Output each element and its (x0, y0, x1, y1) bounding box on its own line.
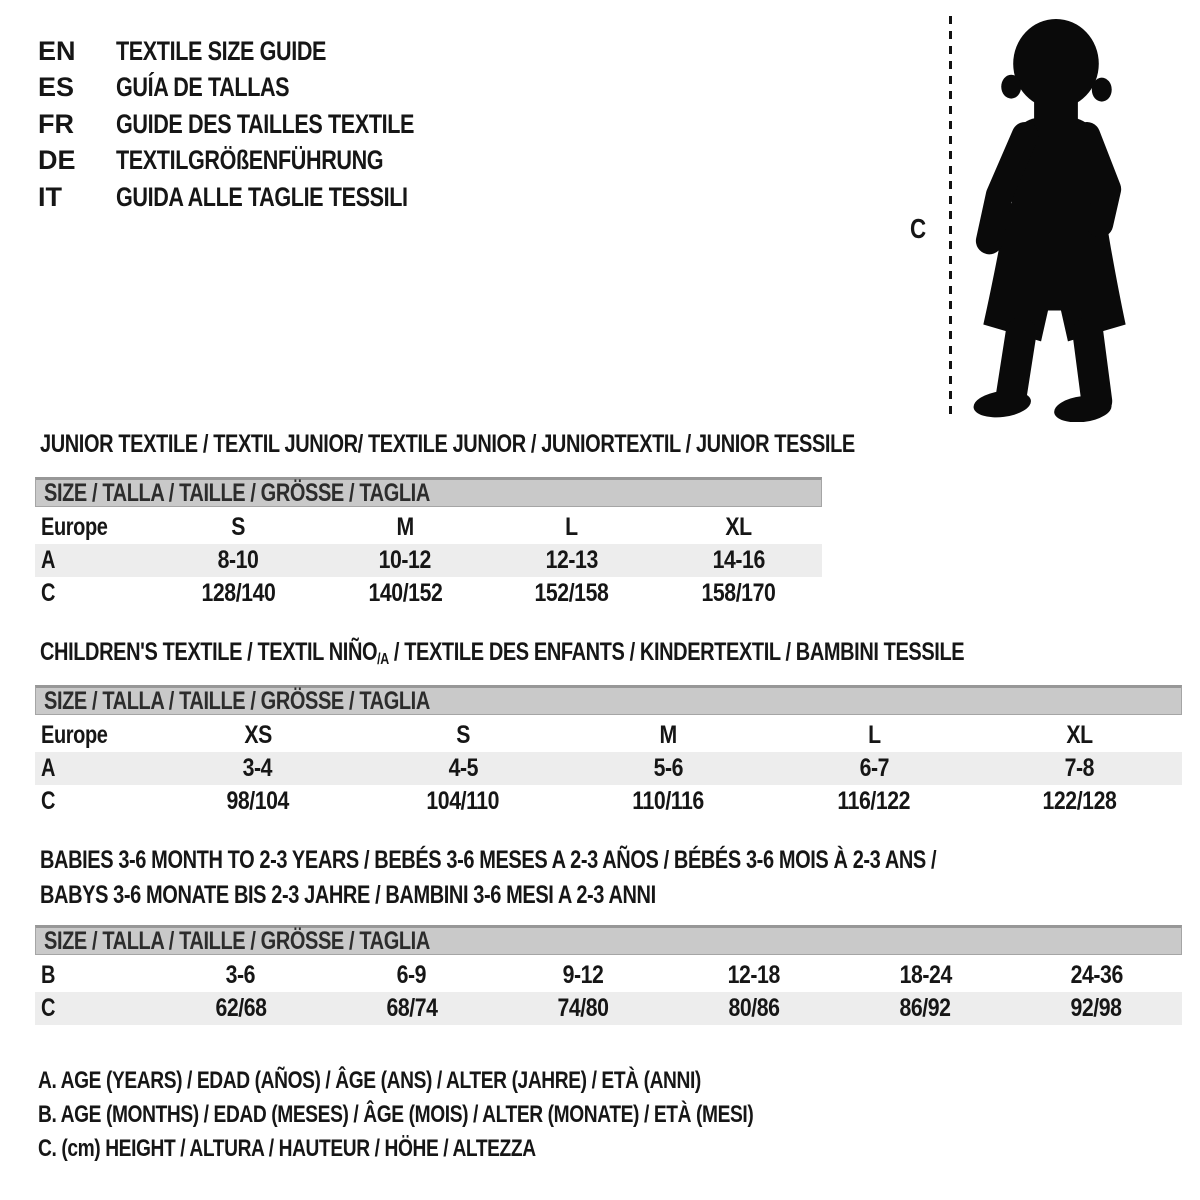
children-section-title: CHILDREN'S TEXTILE / TEXTIL NIÑO/A / TEX… (40, 638, 965, 668)
junior-size-table: SIZE / TALLA / TAILLE / GRÖSSE / TAGLIA … (35, 477, 822, 610)
table-cell: M (396, 513, 414, 541)
row-label: C (41, 994, 56, 1022)
table-cell: XL (725, 513, 752, 541)
table-cell: 128/140 (201, 579, 276, 607)
table-cell: 7-8 (1064, 754, 1095, 782)
table-row-height: C 62/68 68/74 74/80 80/86 86/92 92/98 (35, 992, 1182, 1025)
table-cell: 18-24 (899, 961, 952, 989)
table-cell: 140/152 (368, 579, 443, 607)
height-measure-line (949, 16, 952, 414)
nino-a-subscript: /A (377, 650, 389, 668)
language-row-en: EN TEXTILE SIZE GUIDE (38, 33, 489, 70)
table-cell: L (565, 513, 579, 541)
table-cell: 122/128 (1042, 787, 1117, 815)
row-label: B (41, 961, 56, 989)
table-cell: 116/122 (837, 787, 911, 815)
language-title: TEXTILE SIZE GUIDE (116, 35, 327, 66)
table-cell: 92/98 (1070, 994, 1122, 1022)
row-label: C (41, 787, 56, 815)
size-header-bar: SIZE / TALLA / TAILLE / GRÖSSE / TAGLIA (35, 685, 1182, 715)
row-label: A (41, 546, 56, 574)
language-title-list: EN TEXTILE SIZE GUIDE ES GUÍA DE TALLAS … (38, 33, 489, 216)
table-row-age: A 3-4 4-5 5-6 6-7 7-8 (35, 752, 1182, 785)
table-cell: 12-13 (545, 546, 599, 574)
height-measure-label: C (910, 213, 926, 244)
table-row-height: C 128/140 140/152 152/158 158/170 (35, 577, 822, 610)
size-header-bar: SIZE / TALLA / TAILLE / GRÖSSE / TAGLIA (35, 925, 1182, 955)
toddler-silhouette-icon (973, 18, 1126, 422)
language-title: GUÍA DE TALLAS (116, 72, 290, 103)
babies-section-title-line1: BABIES 3-6 MONTH TO 2-3 YEARS / BEBÉS 3-… (40, 846, 937, 874)
language-code: IT (38, 181, 62, 212)
measure-legend: A. AGE (YEARS) / EDAD (AÑOS) / ÂGE (ANS)… (38, 1064, 932, 1166)
language-row-it: IT GUIDA ALLE TAGLIE TESSILI (38, 179, 489, 216)
row-label: A (41, 754, 56, 782)
table-cell: 6-9 (397, 961, 427, 989)
language-title: GUIDA ALLE TAGLIE TESSILI (116, 181, 408, 212)
language-row-de: DE TEXTILGRÖßENFÜHRUNG (38, 143, 489, 180)
table-cell: 9-12 (562, 961, 604, 989)
table-cell: M (659, 721, 678, 749)
language-code: DE (38, 145, 76, 176)
table-row-europe: Europe XS S M L XL (35, 719, 1182, 752)
table-cell: 24-36 (1070, 961, 1123, 989)
language-code: ES (38, 72, 75, 103)
table-cell: 6-7 (859, 754, 889, 782)
table-cell: 10-12 (378, 546, 432, 574)
table-cell: 3-6 (225, 961, 256, 989)
babies-section-title-line2: BABYS 3-6 MONATE BIS 2-3 JAHRE / BAMBINI… (40, 881, 656, 909)
language-title: GUIDE DES TAILLES TEXTILE (116, 108, 415, 139)
size-header-bar: SIZE / TALLA / TAILLE / GRÖSSE / TAGLIA (35, 477, 822, 507)
table-cell: XS (243, 721, 272, 749)
table-cell: 68/74 (386, 994, 438, 1022)
table-cell: 8-10 (217, 546, 259, 574)
table-cell: 4-5 (448, 754, 478, 782)
table-cell: 158/170 (701, 579, 776, 607)
table-cell: 104/110 (426, 787, 500, 815)
language-row-es: ES GUÍA DE TALLAS (38, 70, 489, 107)
language-code: FR (38, 108, 74, 139)
table-cell: 98/104 (226, 787, 289, 815)
table-cell: S (231, 513, 246, 541)
table-cell: L (867, 721, 881, 749)
table-cell: 12-18 (727, 961, 781, 989)
table-cell: 5-6 (653, 754, 684, 782)
row-label: Europe (41, 721, 108, 749)
table-cell: 14-16 (712, 546, 765, 574)
row-label: C (41, 579, 56, 607)
legend-line-c: C. (cm) HEIGHT / ALTURA / HAUTEUR / HÖHE… (38, 1135, 536, 1162)
babies-size-table: SIZE / TALLA / TAILLE / GRÖSSE / TAGLIA … (35, 925, 1182, 1025)
table-cell: 3-4 (242, 754, 273, 782)
legend-line-b: B. AGE (MONTHS) / EDAD (MESES) / ÂGE (MO… (38, 1101, 754, 1128)
table-cell: XL (1066, 721, 1093, 749)
table-cell: S (456, 721, 470, 749)
row-label: Europe (41, 513, 108, 541)
table-cell: 74/80 (557, 994, 609, 1022)
table-row-age-months: B 3-6 6-9 9-12 12-18 18-24 24-36 (35, 959, 1182, 992)
junior-section-title: JUNIOR TEXTILE / TEXTIL JUNIOR/ TEXTILE … (40, 430, 855, 458)
table-cell: 80/86 (728, 994, 780, 1022)
children-size-table: SIZE / TALLA / TAILLE / GRÖSSE / TAGLIA … (35, 685, 1182, 818)
table-cell: 110/116 (632, 787, 705, 815)
table-row-age: A 8-10 10-12 12-13 14-16 (35, 544, 822, 577)
table-row-height: C 98/104 104/110 110/116 116/122 122/128 (35, 785, 1182, 818)
table-cell: 86/92 (899, 994, 951, 1022)
legend-line-a: A. AGE (YEARS) / EDAD (AÑOS) / ÂGE (ANS)… (38, 1067, 701, 1094)
language-row-fr: FR GUIDE DES TAILLES TEXTILE (38, 106, 489, 143)
table-cell: 62/68 (215, 994, 267, 1022)
language-title: TEXTILGRÖßENFÜHRUNG (116, 145, 384, 176)
table-row-europe: Europe S M L XL (35, 511, 822, 544)
language-code: EN (38, 35, 76, 66)
table-cell: 152/158 (534, 579, 609, 607)
